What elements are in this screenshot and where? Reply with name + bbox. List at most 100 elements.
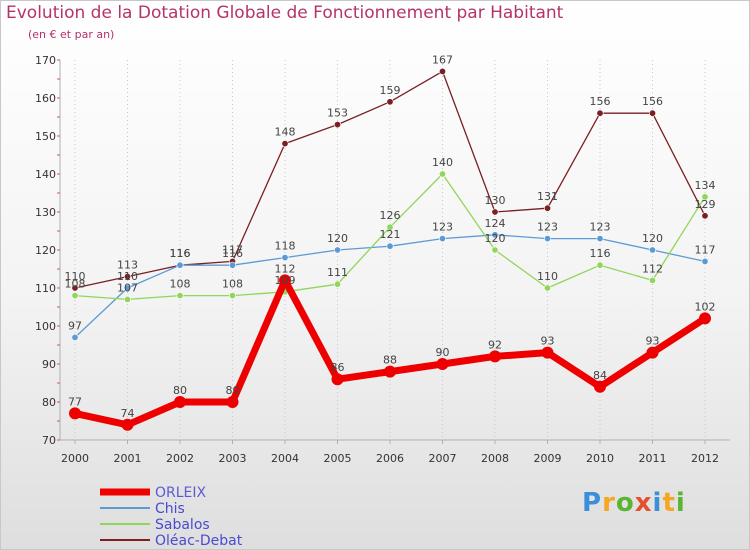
data-label: 112 <box>275 262 296 275</box>
data-label: 111 <box>327 266 348 279</box>
data-label: 120 <box>327 232 348 245</box>
data-point <box>596 109 604 117</box>
data-label: 108 <box>65 278 86 291</box>
data-label: 117 <box>695 243 716 256</box>
data-point <box>543 284 551 292</box>
data-point <box>701 212 709 220</box>
data-label: 74 <box>121 407 135 420</box>
data-label: 102 <box>695 300 716 313</box>
data-label: 156 <box>642 95 663 108</box>
data-label: 153 <box>327 107 348 120</box>
legend-label: Sabalos <box>155 517 210 533</box>
data-label: 92 <box>488 338 502 351</box>
data-label: 126 <box>380 209 401 222</box>
data-point <box>333 246 341 254</box>
data-label: 120 <box>642 232 663 245</box>
data-point <box>279 274 291 287</box>
data-label: 116 <box>170 247 191 260</box>
data-point <box>701 257 709 265</box>
x-tick-label: 2005 <box>324 452 352 465</box>
data-point <box>543 235 551 243</box>
data-label: 159 <box>380 84 401 97</box>
data-label: 134 <box>695 179 716 192</box>
data-point <box>69 407 81 420</box>
data-label: 110 <box>117 270 138 283</box>
data-point <box>229 261 237 269</box>
y-tick-label: 70 <box>42 434 56 447</box>
data-point <box>438 235 446 243</box>
data-point <box>543 204 551 212</box>
y-tick-label: 150 <box>35 130 56 143</box>
y-tick-label: 170 <box>35 54 56 67</box>
data-label: 77 <box>68 395 82 408</box>
data-point <box>491 208 499 216</box>
data-label: 80 <box>226 384 240 397</box>
data-point <box>71 284 79 292</box>
data-point <box>226 396 239 408</box>
data-point <box>699 312 711 325</box>
x-tick-label: 2000 <box>61 452 89 465</box>
data-point <box>436 358 449 370</box>
data-label: 116 <box>590 247 611 260</box>
x-tick-label: 2011 <box>639 452 667 465</box>
x-tick-label: 2004 <box>271 452 299 465</box>
data-label: 80 <box>173 384 187 397</box>
data-label: 116 <box>170 247 191 260</box>
data-label: 108 <box>222 278 243 291</box>
legend-label: Chis <box>155 501 185 517</box>
data-point <box>71 292 79 300</box>
data-point <box>491 246 499 254</box>
series-group <box>69 67 711 431</box>
data-point <box>124 284 132 292</box>
chart-title: Evolution de la Dotation Globale de Fonc… <box>6 3 564 23</box>
data-label: 93 <box>646 335 660 348</box>
data-label: 112 <box>642 262 663 275</box>
x-tick-label: 2010 <box>586 452 614 465</box>
data-point <box>596 261 604 269</box>
y-tick-label: 100 <box>35 320 56 333</box>
chart-subtitle: (en € et par an) <box>28 28 115 41</box>
x-tick-label: 2009 <box>534 452 562 465</box>
data-point <box>176 261 184 269</box>
y-tick-label: 90 <box>42 358 56 371</box>
data-label: 86 <box>331 361 345 374</box>
data-point <box>596 235 604 243</box>
data-point <box>333 121 341 129</box>
data-point <box>124 295 132 303</box>
data-label: 116 <box>222 247 243 260</box>
axes: 70 80 90 100 110 120 130 140 150 160 170 2000 2001 20… <box>35 54 730 465</box>
data-point <box>701 193 709 201</box>
data-label: 140 <box>432 156 453 169</box>
data-point <box>174 396 186 408</box>
data-point <box>71 333 79 341</box>
data-label: 110 <box>65 270 86 283</box>
data-label: 121 <box>380 228 401 241</box>
data-label: 130 <box>485 194 506 207</box>
data-point <box>489 350 501 363</box>
proxiti-logo: Proxiti <box>582 488 686 518</box>
x-tick-label: 2006 <box>376 452 404 465</box>
data-point <box>384 365 396 378</box>
data-point <box>386 223 394 231</box>
data-point <box>386 98 394 106</box>
data-point <box>648 276 656 284</box>
data-label: 84 <box>593 369 607 382</box>
data-point <box>281 140 289 148</box>
y-tick-label: 80 <box>42 396 56 409</box>
data-label: 120 <box>485 232 506 245</box>
data-label: 113 <box>117 259 138 272</box>
y-tick-label: 160 <box>35 92 56 105</box>
data-label: 107 <box>117 281 138 294</box>
data-label: 124 <box>485 217 506 230</box>
x-tick-label: 2012 <box>691 452 719 465</box>
data-label: 131 <box>537 190 558 203</box>
legend-label: Oléac-Debat <box>155 533 243 549</box>
data-label: 110 <box>537 270 558 283</box>
data-point <box>438 67 446 75</box>
data-label: 118 <box>275 240 296 253</box>
data-label: 97 <box>68 319 82 332</box>
data-label: 123 <box>590 221 611 234</box>
